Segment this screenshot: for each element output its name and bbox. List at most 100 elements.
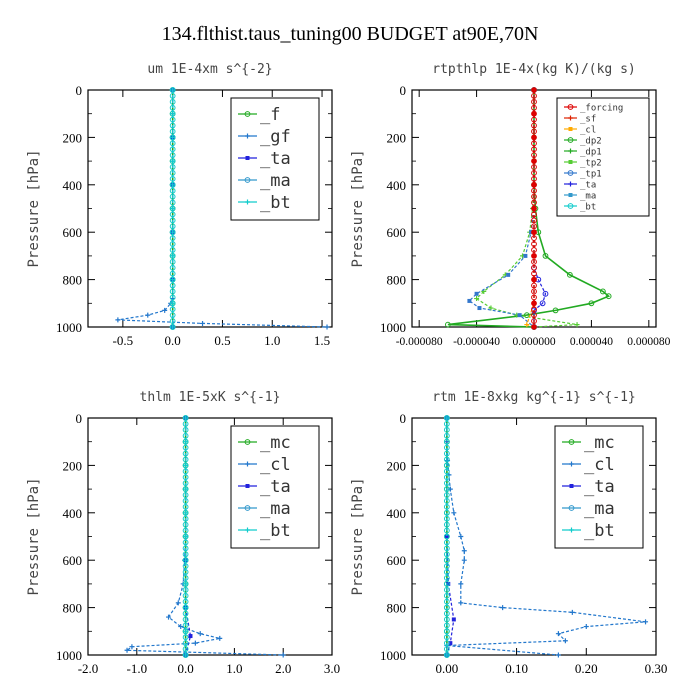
zero-marker — [169, 264, 176, 271]
zero-marker — [169, 318, 176, 324]
y-tick-label: 600 — [63, 225, 83, 240]
data-point — [467, 298, 472, 303]
legend-marker — [568, 505, 575, 511]
panel-title: um 1E-4xm s^{-2} — [147, 62, 272, 77]
y-tick-label: 1000 — [56, 648, 82, 663]
x-tick-label: 2.0 — [275, 661, 291, 676]
zero-marker — [169, 116, 176, 123]
data-point — [183, 510, 189, 516]
zero-marker — [182, 432, 189, 439]
data-point — [183, 628, 189, 634]
data-point — [569, 609, 575, 615]
legend-label: _ma — [584, 499, 615, 519]
x-tick-label: 0.10 — [505, 661, 528, 676]
data-point — [183, 605, 189, 611]
data-point — [523, 312, 530, 319]
data-point — [458, 600, 464, 606]
x-tick-label: 0.30 — [645, 661, 668, 676]
zero-marker — [169, 217, 176, 224]
zero-marker — [443, 592, 450, 599]
zero-marker — [182, 480, 189, 487]
zero-marker — [169, 164, 176, 170]
x-tick-label: -0.5 — [113, 333, 134, 348]
zero-marker — [531, 217, 537, 224]
zero-marker — [531, 324, 537, 330]
zero-marker — [169, 158, 176, 165]
zero-marker — [169, 193, 176, 200]
legend-label: _cl — [584, 455, 615, 475]
legend-label: _bt — [584, 521, 615, 541]
zero-marker — [182, 545, 189, 552]
zero-marker — [182, 521, 189, 528]
legend: _mc_cl_ta_ma_bt — [230, 425, 320, 549]
zero-marker — [182, 426, 189, 433]
y-tick-label: 1000 — [380, 320, 406, 335]
zero-marker — [531, 128, 537, 135]
data-point — [446, 581, 451, 586]
legend-label: _dp1 — [580, 148, 602, 158]
legend-label: _ta — [260, 149, 291, 169]
legend-marker — [244, 177, 251, 183]
legend-label: _mc — [260, 433, 291, 453]
zero-line-markers — [443, 415, 450, 658]
zero-marker — [531, 134, 537, 141]
data-point — [506, 272, 511, 277]
data-point — [532, 111, 536, 116]
x-tick-label: -0.000080 — [396, 336, 443, 348]
zero-marker — [443, 462, 450, 469]
series-cl — [444, 415, 649, 658]
zero-marker — [443, 533, 450, 540]
legend-marker — [567, 203, 574, 209]
chart-panel-1: um 1E-4xm s^{-2} 0 200 400 600 800 1000 -0.5 0.0… — [26, 62, 333, 348]
x-tick-label: 0.0 — [165, 333, 181, 348]
zero-marker — [531, 164, 537, 170]
zero-marker — [169, 98, 176, 105]
x-tick-label: 1.0 — [226, 661, 242, 676]
data-point — [461, 548, 467, 554]
legend-marker — [567, 170, 574, 176]
zero-marker — [531, 258, 537, 265]
zero-marker — [443, 557, 450, 564]
x-tick-label: 0.00 — [435, 661, 458, 676]
zero-marker — [443, 610, 450, 617]
data-point — [324, 324, 330, 330]
legend-label: _mc — [584, 433, 615, 453]
data-point — [555, 631, 561, 637]
zero-marker — [531, 193, 537, 200]
zero-marker — [169, 93, 176, 99]
legend-label: _ma — [260, 171, 291, 191]
legend-label: _cl — [260, 455, 291, 475]
chart-panel-3: thlm 1E-5xK s^{-1} 0 200 400 600 800 1000-2.0 -… — [26, 390, 340, 676]
data-point — [170, 87, 176, 93]
data-point — [170, 182, 176, 188]
zero-marker — [169, 146, 176, 153]
zero-marker — [182, 539, 189, 546]
zero-marker — [169, 175, 176, 182]
y-tick-label: 800 — [63, 273, 83, 288]
zero-marker — [182, 563, 189, 570]
zero-marker — [169, 199, 176, 206]
legend-marker — [568, 181, 573, 187]
zero-marker — [443, 444, 450, 451]
data-point — [524, 322, 530, 328]
y-tick-label: 0 — [76, 83, 83, 98]
legend: _forcing_sf_cl_dp2_dp1_tp2_tp1_ta_ma_bt — [556, 97, 650, 217]
zero-marker — [531, 318, 537, 324]
y-axis-label: Pressure [hPa] — [350, 149, 366, 267]
zero-marker — [182, 592, 189, 599]
data-point — [183, 581, 189, 587]
zero-marker — [531, 211, 537, 218]
series-tp1 — [467, 88, 536, 329]
legend-marker — [568, 439, 575, 445]
zero-marker — [443, 450, 450, 457]
zero-marker — [182, 421, 189, 427]
legend-label: _dp2 — [580, 137, 602, 147]
data-point — [532, 206, 536, 211]
zero-marker — [182, 557, 189, 564]
legend-label: _cl — [580, 126, 596, 136]
data-point — [643, 619, 649, 625]
zero-marker — [443, 604, 450, 611]
data-point — [583, 624, 589, 630]
zero-marker — [531, 104, 537, 111]
